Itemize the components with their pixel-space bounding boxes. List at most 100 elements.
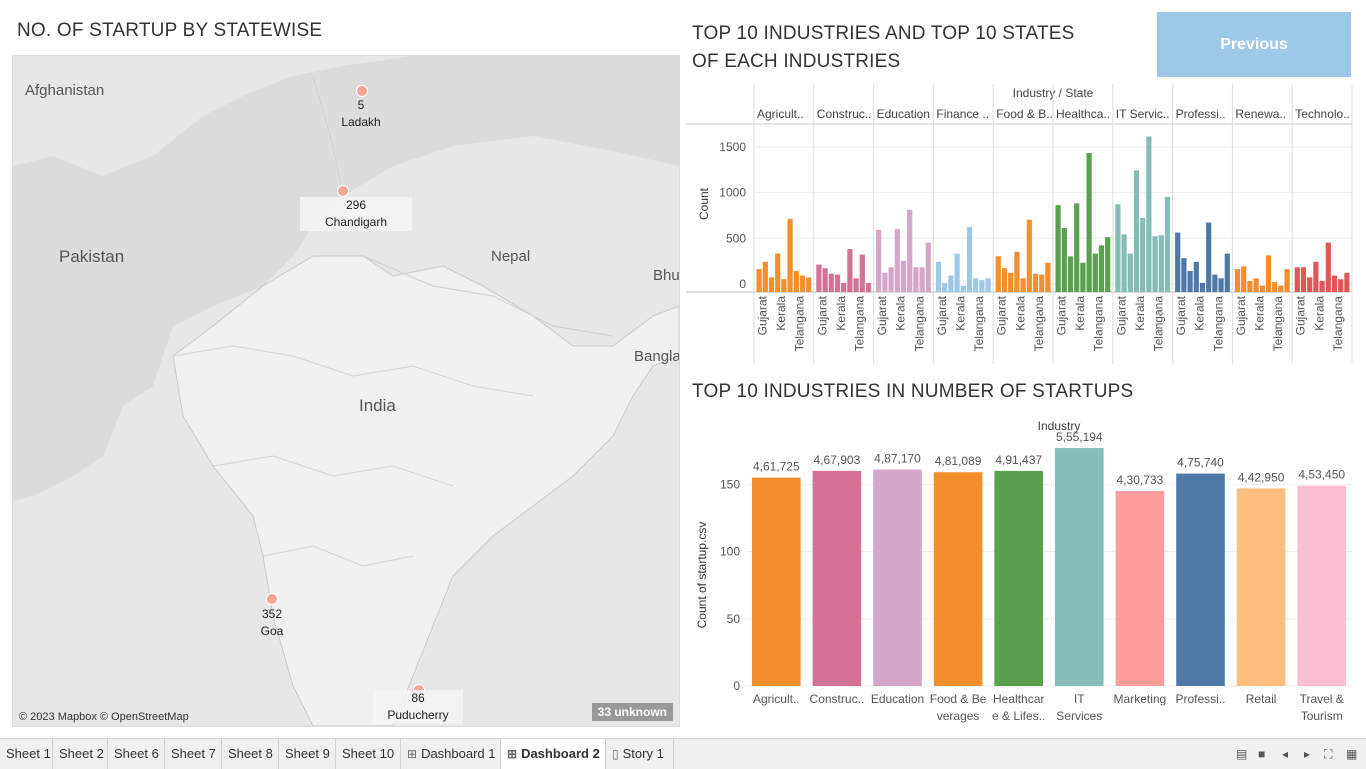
bar[interactable] (1247, 281, 1253, 292)
bar[interactable] (1338, 279, 1344, 292)
bar[interactable] (1158, 235, 1164, 292)
bar[interactable] (1164, 196, 1171, 292)
bar[interactable] (1344, 272, 1350, 292)
tab-story-1[interactable]: ▯ Story 1 (606, 739, 674, 769)
bar[interactable] (1067, 256, 1074, 292)
next-sheet-icon[interactable]: ▸ (1304, 747, 1311, 761)
bar[interactable] (806, 277, 812, 292)
grid-view-icon[interactable]: ▤ (1236, 747, 1248, 761)
bar[interactable] (1175, 232, 1181, 292)
bar[interactable] (1105, 237, 1111, 292)
prev-sheet-icon[interactable]: ◂ (1282, 747, 1289, 761)
bar[interactable] (1331, 275, 1338, 292)
bar[interactable] (960, 285, 966, 292)
bar[interactable] (1272, 281, 1278, 292)
bar[interactable] (882, 272, 888, 292)
bar[interactable] (1039, 274, 1045, 292)
bar[interactable] (942, 282, 948, 292)
map-point-ladakh[interactable] (356, 85, 368, 97)
unknown-badge[interactable]: 33 unknown (591, 703, 673, 721)
bar[interactable] (985, 278, 991, 292)
bar[interactable] (1152, 236, 1158, 292)
bar[interactable] (1241, 266, 1247, 292)
bar[interactable] (1297, 485, 1346, 686)
bar[interactable] (1199, 282, 1206, 292)
bar[interactable] (925, 242, 931, 292)
bar[interactable] (873, 469, 922, 686)
bar[interactable] (1294, 267, 1300, 292)
bar[interactable] (762, 261, 768, 292)
bar[interactable] (1032, 273, 1039, 292)
bar[interactable] (865, 282, 872, 292)
bar[interactable] (859, 254, 865, 292)
bar[interactable] (756, 269, 762, 292)
bar[interactable] (841, 282, 847, 292)
bar[interactable] (1014, 251, 1020, 292)
bar[interactable] (787, 218, 793, 292)
bar[interactable] (995, 256, 1001, 292)
bar[interactable] (1224, 253, 1230, 292)
bar[interactable] (1127, 253, 1133, 292)
tab-sheet-1[interactable]: Sheet 1 (0, 739, 53, 769)
bar[interactable] (1284, 269, 1290, 292)
bar[interactable] (1133, 170, 1140, 292)
bar[interactable] (799, 275, 806, 292)
bar[interactable] (1080, 262, 1086, 292)
bar[interactable] (816, 264, 822, 292)
bar[interactable] (1026, 219, 1032, 292)
bar[interactable] (1325, 242, 1331, 292)
bar[interactable] (1001, 268, 1008, 292)
bar[interactable] (1187, 270, 1193, 292)
bar[interactable] (1206, 222, 1212, 292)
bar[interactable] (913, 267, 919, 292)
bar[interactable] (1313, 261, 1319, 292)
bar[interactable] (1265, 255, 1272, 292)
tab-sheet-8[interactable]: Sheet 8 (222, 739, 279, 769)
bar[interactable] (781, 279, 787, 292)
bar[interactable] (834, 274, 841, 292)
bar[interactable] (1115, 491, 1165, 686)
bar[interactable] (1181, 258, 1187, 292)
bar[interactable] (894, 228, 900, 292)
bar[interactable] (828, 273, 834, 292)
fullscreen-icon[interactable]: ⛶ (1324, 747, 1333, 761)
bar[interactable] (1259, 285, 1265, 292)
bar[interactable] (907, 209, 913, 292)
tab-sheet-7[interactable]: Sheet 7 (165, 739, 222, 769)
bar[interactable] (876, 229, 882, 292)
bar[interactable] (919, 267, 925, 292)
bar[interactable] (900, 260, 907, 292)
bar[interactable] (775, 253, 781, 292)
bar[interactable] (1045, 262, 1051, 292)
tab-sheet-6[interactable]: Sheet 6 (108, 739, 165, 769)
bar[interactable] (1092, 253, 1098, 292)
bar[interactable] (1086, 153, 1092, 292)
bar[interactable] (1218, 278, 1224, 292)
bar[interactable] (1307, 277, 1313, 292)
bar[interactable] (812, 470, 862, 686)
bar[interactable] (1176, 473, 1225, 686)
bar[interactable] (752, 477, 801, 686)
bar[interactable] (1098, 245, 1105, 292)
bar[interactable] (847, 249, 853, 292)
bar[interactable] (1140, 217, 1146, 292)
tab-sheet-9[interactable]: Sheet 9 (279, 739, 336, 769)
tab-sheet-10[interactable]: Sheet 10 (336, 739, 401, 769)
map-copyright[interactable]: © 2023 Mapbox © OpenStreetMap (19, 711, 189, 723)
bar[interactable] (1319, 281, 1325, 292)
more-icon[interactable]: ▦ (1346, 747, 1358, 761)
filmstrip-icon[interactable]: ■ (1258, 747, 1266, 761)
bar[interactable] (973, 278, 979, 292)
bar[interactable] (1055, 448, 1104, 686)
tab-sheet-2[interactable]: Sheet 2 (53, 739, 108, 769)
bar[interactable] (768, 277, 775, 292)
bar[interactable] (1212, 274, 1218, 292)
bar[interactable] (948, 275, 954, 292)
bar[interactable] (1300, 267, 1307, 292)
previous-button[interactable]: Previous (1157, 12, 1351, 77)
bar[interactable] (954, 253, 960, 292)
bar[interactable] (1020, 278, 1026, 292)
bar[interactable] (1055, 205, 1061, 292)
bar[interactable] (1253, 278, 1259, 292)
bar[interactable] (888, 267, 894, 292)
